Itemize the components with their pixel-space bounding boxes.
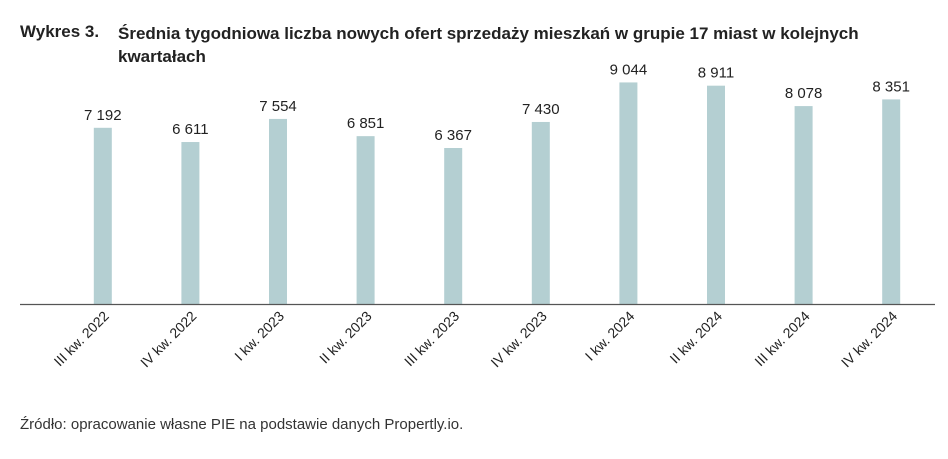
- bar: [181, 142, 200, 304]
- data-label: 6 367: [434, 127, 472, 144]
- x-tick-label: IV kw. 2024: [838, 308, 901, 371]
- data-label: 6 611: [172, 121, 208, 138]
- x-tick-label: IV kw. 2022: [137, 308, 200, 371]
- x-tick-label: III kw. 2024: [751, 308, 813, 370]
- data-label: 8 351: [872, 78, 910, 95]
- data-label: 9 044: [610, 61, 648, 78]
- bar: [707, 85, 725, 304]
- bar: [356, 136, 375, 304]
- data-label: 8 078: [785, 85, 823, 102]
- chart-title: Średnia tygodniowa liczba nowych ofert s…: [118, 24, 859, 66]
- data-label: 7 192: [84, 107, 122, 124]
- x-tick-label: II kw. 2023: [316, 308, 375, 367]
- x-tick-label: III kw. 2022: [51, 308, 113, 370]
- data-label: 6 851: [347, 115, 385, 132]
- bar: [794, 106, 813, 305]
- bar: [619, 82, 638, 304]
- bar: [269, 118, 287, 304]
- x-tick-label: III kw. 2023: [401, 308, 463, 370]
- bar: [93, 127, 112, 305]
- chart-number: Wykres 3.: [20, 22, 100, 41]
- data-label: 7 554: [259, 98, 297, 115]
- x-tick-label: IV kw. 2023: [487, 308, 550, 371]
- bar: [882, 99, 901, 304]
- x-tick-label: II kw. 2024: [666, 308, 725, 367]
- x-tick-label: I kw. 2023: [231, 308, 287, 364]
- data-label: 8 911: [698, 65, 734, 82]
- bar-chart: 7 192 III kw. 2022 6 611 IV kw. 2022 7 554 I …: [20, 61, 935, 371]
- source-note: Źródło: opracowanie własne PIE na podsta…: [20, 416, 464, 433]
- bar: [444, 148, 463, 304]
- bar: [531, 121, 550, 304]
- data-label: 7 430: [522, 101, 560, 118]
- x-tick-label: I kw. 2024: [582, 308, 638, 364]
